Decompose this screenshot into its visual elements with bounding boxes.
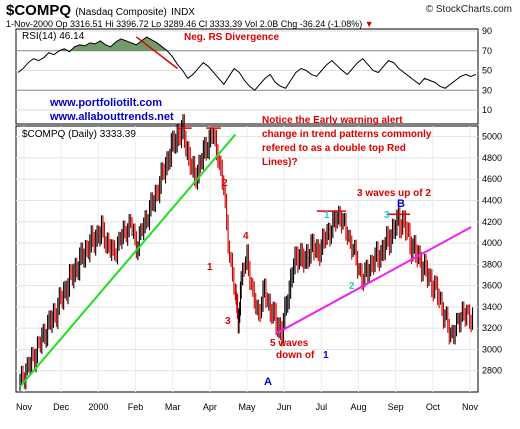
price-tick-label: 4600 — [482, 174, 502, 184]
annotation-line-1: Notice the Early warning alert — [262, 115, 403, 126]
price-tick-label: 4200 — [482, 217, 502, 227]
price-tick-label: 3400 — [482, 302, 502, 312]
month-tick-label: 2000 — [88, 402, 108, 412]
wave-label-1: 1 — [207, 262, 213, 273]
wave-label-a: A — [264, 376, 272, 388]
wave-label-cyan-1: 1 — [324, 210, 330, 221]
source-credit: © StockCharts.com — [425, 4, 512, 15]
quote-text: 1-Nov-2000 Op 3316.51 Hi 3396.72 Lo 3289… — [6, 19, 363, 29]
rsi-overbought-fill — [18, 36, 476, 51]
magenta-trendline — [275, 226, 472, 335]
price-tick-label: 4000 — [482, 238, 502, 248]
rsi-tick-label: 90 — [482, 26, 492, 36]
month-tick-label: Sep — [388, 402, 404, 412]
month-tick-label: Apr — [203, 402, 217, 412]
wave-label-cyan-2: 2 — [349, 281, 355, 292]
symbol-name: (Nasdaq Composite) — [75, 7, 167, 18]
month-tick-label: Feb — [128, 402, 144, 412]
month-tick-label: Nov — [462, 402, 479, 412]
price-tick-label: 5000 — [482, 132, 502, 142]
rsi-tick-label: 10 — [482, 105, 492, 115]
month-tick-label: Nov — [16, 402, 33, 412]
link-portfoliotilt[interactable]: www.portfoliotilt.com — [50, 97, 163, 109]
green-trendline — [19, 133, 237, 388]
wave-label-3-waves-up: 3 waves up of 2 — [357, 188, 431, 199]
month-tick-label: Jul — [316, 402, 328, 412]
price-tick-label: 2800 — [482, 366, 502, 376]
month-tick-label: Dec — [53, 402, 70, 412]
annotation-note: Notice the Early warning alert change in… — [262, 114, 431, 170]
rsi-tick-label: 30 — [482, 85, 492, 95]
wave-label-b: B — [397, 198, 405, 210]
month-tick-label: Oct — [426, 402, 441, 412]
month-tick-label: May — [238, 402, 256, 412]
link-allabouttrends[interactable]: www.allabouttrends.net — [50, 111, 174, 123]
month-tick-label: Aug — [350, 402, 366, 412]
annotation-line-3: refered to as a double top Red — [262, 143, 406, 154]
price-tick-label: 3000 — [482, 344, 502, 354]
wave-label-cyan-3: 3 — [384, 210, 390, 221]
rsi-tick-label: 50 — [482, 66, 492, 76]
quote-trend-icon: ▼ — [364, 19, 374, 29]
symbol-exchange: INDX — [171, 7, 195, 18]
rsi-line — [17, 36, 477, 91]
price-tick-label: 3800 — [482, 259, 502, 269]
symbol-title: $COMPQ (Nasdaq Composite) INDX — [6, 2, 195, 19]
wave-label-down-of-text: down of — [276, 350, 315, 361]
wave-label-3: 3 — [225, 316, 231, 327]
wave-label-4: 4 — [243, 231, 249, 242]
price-tick-label: 4400 — [482, 195, 502, 205]
month-tick-label: Mar — [165, 402, 181, 412]
wave-label-blue-1: 1 — [323, 350, 329, 361]
annotation-line-2: change in trend patterns commonly — [262, 129, 432, 140]
rsi-tick-label: 70 — [482, 46, 492, 56]
price-tick-label: 4800 — [482, 153, 502, 163]
wave-label-down-of: down of 1 — [276, 350, 329, 361]
month-tick-label: Jun — [277, 402, 292, 412]
quote-line: 1-Nov-2000 Op 3316.51 Hi 3396.72 Lo 3289… — [6, 19, 374, 29]
annotation-line-4: Lines)? — [262, 157, 298, 168]
price-tick-label: 3600 — [482, 281, 502, 291]
rsi-label: RSI(14) 46.14 — [22, 31, 85, 42]
wave-label-2: 2 — [222, 178, 228, 189]
divergence-label: Neg. RS Divergence — [184, 32, 280, 43]
price-label: $COMPQ (Daily) 3333.39 — [22, 129, 136, 140]
rsi-divergence-line — [135, 36, 178, 70]
wave-label-5-waves: 5 waves — [270, 338, 309, 349]
price-tick-label: 3200 — [482, 323, 502, 333]
symbol: $COMPQ — [6, 2, 72, 19]
